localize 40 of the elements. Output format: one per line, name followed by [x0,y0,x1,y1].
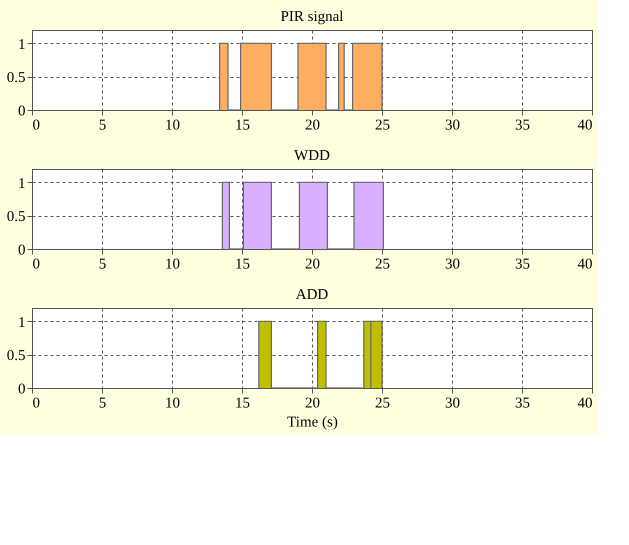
y-tick-label: 0.5 [6,348,26,364]
x-tick-label: 0 [32,256,40,272]
x-tick-label: 10 [165,256,180,272]
x-tick-label: 25 [375,118,390,134]
chart-title: WDD [294,148,330,164]
x-tick-label: 40 [578,256,592,272]
x-axis-title: Time (s) [287,414,338,430]
x-tick-label: 15 [235,256,250,272]
x-tick-label: 5 [98,256,106,272]
x-tick-label: 20 [305,256,320,272]
chart-title: ADD [296,287,328,303]
y-tick-label: 0 [18,104,26,120]
y-tick-label: 0 [18,242,26,258]
y-tick-label: 1 [18,36,26,53]
x-tick-label: 40 [578,396,592,412]
x-tick-label: 10 [165,396,180,412]
x-tick-label: 35 [515,118,530,134]
y-tick-label: 1 [18,314,26,331]
x-tick-label: 30 [445,256,460,272]
x-tick-label: 15 [235,396,250,412]
x-tick-label: 25 [375,256,390,272]
x-tick-label: 5 [98,396,106,412]
x-tick-label: 20 [305,396,320,412]
x-tick-label: 30 [445,118,460,134]
x-tick-label: 10 [165,118,180,134]
y-tick-label: 0.5 [6,209,26,226]
y-tick-label: 0.5 [6,70,26,86]
y-tick-label: 1 [18,176,26,192]
x-tick-label: 15 [235,118,250,134]
chart-title: PIR signal [280,9,344,25]
y-tick-label: 0 [18,382,26,398]
x-tick-label: 0 [32,118,40,134]
x-tick-label: 5 [98,118,106,134]
x-tick-label: 35 [515,396,530,412]
x-tick-label: 35 [515,256,530,272]
x-tick-label: 0 [32,396,40,412]
x-tick-label: 40 [578,118,592,134]
x-tick-label: 25 [375,396,390,412]
x-tick-label: 20 [305,118,320,134]
x-tick-label: 30 [445,396,460,412]
